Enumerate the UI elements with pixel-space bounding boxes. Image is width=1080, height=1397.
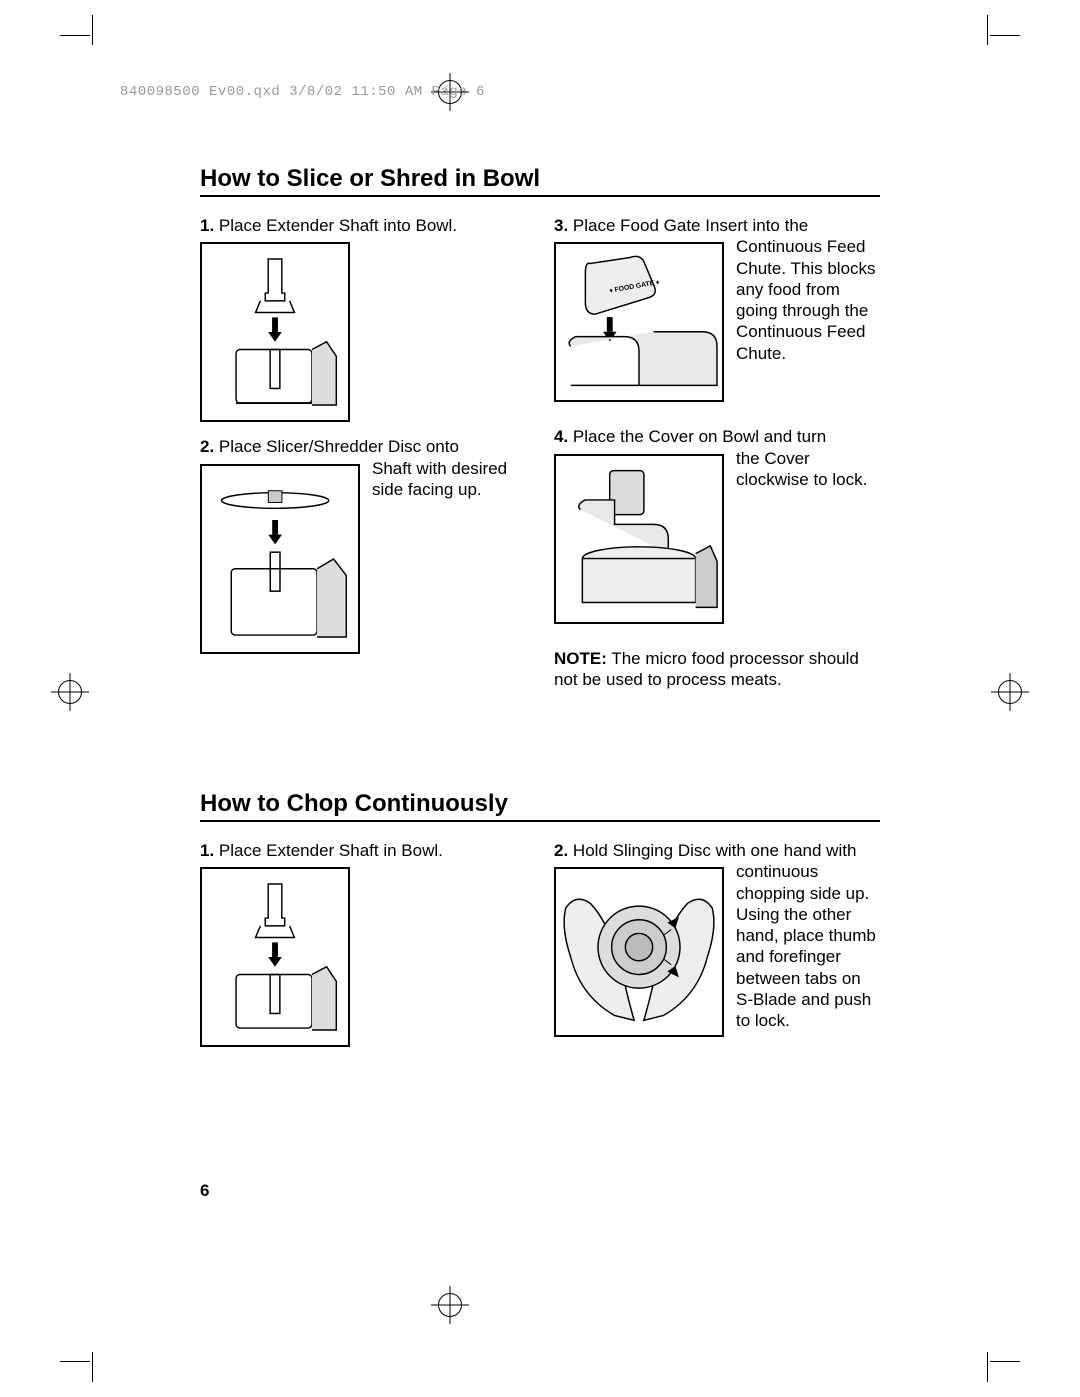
registration-mark — [998, 680, 1022, 704]
note-label: NOTE: — [554, 649, 607, 668]
illustration-disc-on-shaft — [200, 464, 360, 654]
page-content: How to Slice or Shred in Bowl 1. Place E… — [200, 165, 880, 1201]
step-3: 3. Place Food Gate Insert into the ♦ FOO… — [554, 215, 880, 412]
step-1: 1. Place Extender Shaft in Bowl. — [200, 840, 526, 1047]
step-4: 4. Place the Cover on Bowl and turn the … — [554, 426, 880, 633]
column-right: 2. Hold Slinging Disc with one hand with — [554, 840, 880, 1061]
column-left: 1. Place Extender Shaft into Bowl. — [200, 215, 526, 690]
step-1: 1. Place Extender Shaft into Bowl. — [200, 215, 526, 422]
crop-mark — [990, 1361, 1020, 1362]
document-header: 840098500 Ev00.qxd 3/8/02 11:50 AM Page … — [120, 84, 485, 100]
illustration-shaft-in-bowl-2 — [200, 867, 350, 1047]
step-text: Place Extender Shaft in Bowl. — [219, 841, 443, 860]
crop-mark — [60, 35, 90, 36]
crop-mark — [92, 15, 93, 45]
instruction-columns: 1. Place Extender Shaft into Bowl. — [200, 215, 880, 690]
step-continuation: Shaft with desired side facing up. — [372, 458, 526, 501]
column-left: 1. Place Extender Shaft in Bowl. — [200, 840, 526, 1061]
step-number: 1. — [200, 841, 214, 860]
illustration-shaft-in-bowl — [200, 242, 350, 422]
illustration-slinging-disc — [554, 867, 724, 1037]
crop-mark — [990, 35, 1020, 36]
step-number: 4. — [554, 427, 568, 446]
step-continuation: continuous chopping side up. Using the o… — [736, 861, 880, 1031]
crop-mark — [60, 1361, 90, 1362]
step-text: Place the Cover on Bowl and turn — [573, 427, 826, 446]
crop-mark — [92, 1352, 93, 1382]
step-number: 2. — [200, 437, 214, 456]
crop-mark — [987, 15, 988, 45]
step-continuation: the Cover clockwise to lock. — [736, 448, 880, 491]
crop-mark — [987, 1352, 988, 1382]
registration-mark — [58, 680, 82, 704]
step-number: 2. — [554, 841, 568, 860]
step-text: Hold Slinging Disc with one hand with — [573, 841, 857, 860]
step-2: 2. Hold Slinging Disc with one hand with — [554, 840, 880, 1047]
section-heading: How to Slice or Shred in Bowl — [200, 165, 880, 197]
illustration-food-gate: ♦ FOOD GATE ♦ — [554, 242, 724, 402]
step-continuation: Continuous Feed Chute. This blocks any f… — [736, 236, 880, 364]
step-2: 2. Place Slicer/Shredder Disc onto — [200, 436, 526, 663]
instruction-columns: 1. Place Extender Shaft in Bowl. — [200, 840, 880, 1061]
registration-mark — [438, 1293, 462, 1317]
step-number: 3. — [554, 216, 568, 235]
step-number: 1. — [200, 216, 214, 235]
illustration-cover-lock — [554, 454, 724, 624]
note: NOTE: The micro food processor should no… — [554, 648, 880, 691]
step-text: Place Food Gate Insert into the — [573, 216, 808, 235]
page-number: 6 — [200, 1181, 880, 1201]
section-heading: How to Chop Continuously — [200, 790, 880, 822]
step-text: Place Slicer/Shredder Disc onto — [219, 437, 459, 456]
column-right: 3. Place Food Gate Insert into the ♦ FOO… — [554, 215, 880, 690]
section-2: How to Chop Continuously 1. Place Extend… — [200, 790, 880, 1061]
step-text: Place Extender Shaft into Bowl. — [219, 216, 457, 235]
